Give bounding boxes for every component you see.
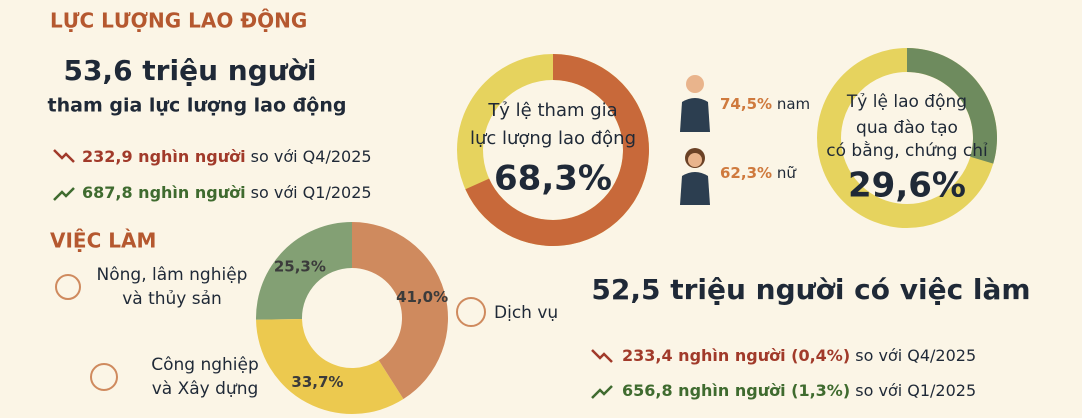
- service-icon: [456, 297, 486, 327]
- sector-name: Công nghiệp: [151, 355, 259, 375]
- segment-label: 41,0%: [396, 288, 448, 306]
- amount: 232,9 nghìn người: [82, 147, 246, 166]
- change-text: so với Q4/2025: [855, 346, 976, 365]
- section-title: VIỆC LÀM: [50, 229, 156, 253]
- change-text: so với Q1/2025: [855, 381, 976, 400]
- change-text: so với Q4/2025: [251, 147, 372, 166]
- headline: 53,6 triệu người: [63, 54, 316, 87]
- industry-icon: [90, 363, 118, 391]
- headline: 52,5 triệu người có việc làm: [591, 273, 1030, 306]
- man-icon: [680, 75, 710, 132]
- down-arrow: [591, 349, 613, 363]
- woman-icon: [680, 148, 710, 205]
- section-title: LỰC LƯỢNG LAO ĐỘNG: [50, 9, 307, 33]
- donut-label: có bằng, chứng chỉ: [826, 140, 988, 161]
- up-arrow: [591, 385, 613, 399]
- sector-name: Dịch vụ: [494, 303, 558, 323]
- donut-label: Tỷ lệ lao động: [846, 92, 967, 112]
- donut-label: lực lượng lao động: [470, 128, 636, 149]
- donut-segment: [256, 318, 404, 414]
- sector-name: và thủy sản: [122, 289, 222, 309]
- up-arrow: [53, 187, 75, 201]
- donut-value: 29,6%: [848, 166, 966, 206]
- donut-segment: [256, 222, 352, 320]
- change: 687,8 nghìn người so với Q1/2025: [82, 183, 372, 202]
- subline: tham gia lực lượng lao động: [48, 95, 347, 117]
- down-arrow: [53, 149, 75, 163]
- segment-label: 33,7%: [291, 373, 343, 391]
- sector-name: Nông, lâm nghiệp: [97, 265, 248, 285]
- change: 656,8 nghìn người (1,3%) so với Q1/2025: [622, 381, 976, 400]
- amount: 687,8 nghìn người: [82, 183, 246, 202]
- donut-value: 68,3%: [494, 159, 612, 199]
- gender-value: 62,3%: [720, 164, 772, 182]
- amount: 233,4 nghìn người (0,4%): [622, 346, 850, 365]
- donut-label: qua đào tạo: [856, 118, 958, 138]
- gender-stat: 62,3% nữ: [720, 164, 797, 182]
- amount: 656,8 nghìn người (1,3%): [622, 381, 850, 400]
- change-text: so với Q1/2025: [251, 183, 372, 202]
- change: 233,4 nghìn người (0,4%) so với Q4/2025: [622, 346, 976, 365]
- donut-segment: [352, 222, 449, 400]
- gender-value: 74,5%: [720, 95, 772, 113]
- segment-label: 25,3%: [274, 257, 326, 275]
- agri-icon: [55, 274, 81, 300]
- sector-name: và Xây dựng: [152, 379, 259, 399]
- gender-stat: 74,5% nam: [720, 95, 810, 113]
- gender-name: nữ: [777, 164, 798, 182]
- donut-segment: [907, 48, 997, 164]
- change: 232,9 nghìn người so với Q4/2025: [82, 147, 372, 166]
- donut-label: Tỷ lệ tham gia: [487, 100, 617, 121]
- gender-name: nam: [777, 95, 810, 113]
